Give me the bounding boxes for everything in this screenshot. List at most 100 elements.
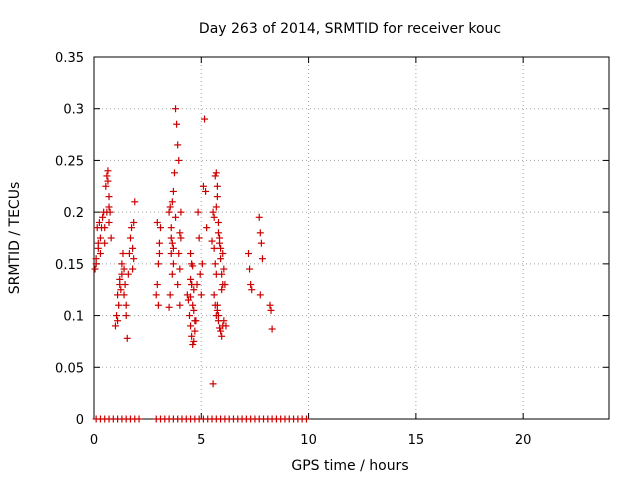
data-point: [94, 244, 102, 252]
data-point: [256, 229, 264, 237]
data-point: [214, 312, 222, 320]
data-point: [210, 244, 218, 252]
data-point: [168, 198, 176, 206]
data-point: [111, 322, 119, 330]
data-point: [124, 270, 132, 278]
x-tick-label: 20: [515, 433, 532, 448]
data-point: [185, 312, 193, 320]
data-point: [104, 177, 112, 185]
data-point: [154, 260, 162, 268]
plot-frame: [93, 56, 610, 420]
y-tick-label: 0.15: [55, 258, 84, 273]
data-point: [209, 380, 217, 388]
data-point: [211, 172, 219, 180]
data-point: [103, 208, 111, 216]
data-point: [103, 172, 111, 180]
data-point: [189, 262, 197, 270]
data-point: [114, 291, 122, 299]
data-point: [115, 301, 123, 309]
x-tick-label: 5: [197, 433, 205, 448]
data-point: [188, 332, 196, 340]
chart-title: Day 263 of 2014, SRMTID for receiver kou…: [199, 21, 501, 37]
data-point: [105, 218, 113, 226]
data-point: [96, 250, 104, 258]
data-point: [214, 229, 222, 237]
y-tick-label: 0.25: [55, 154, 84, 169]
data-point: [194, 208, 202, 216]
data-point: [114, 317, 122, 325]
data-point: [302, 415, 310, 423]
data-point: [157, 224, 165, 232]
data-point: [218, 286, 226, 294]
data-point: [153, 281, 161, 289]
data-point: [172, 213, 180, 221]
data-point: [256, 291, 264, 299]
data-point: [129, 244, 137, 252]
y-tick-label: 0: [76, 413, 84, 428]
data-point: [245, 250, 252, 258]
data-point: [213, 182, 221, 190]
data-point: [190, 286, 198, 294]
data-point: [120, 291, 128, 299]
data-point: [177, 234, 185, 242]
data-point: [165, 208, 173, 216]
data-point: [220, 317, 228, 325]
data-point: [117, 286, 125, 294]
data-point: [187, 293, 195, 301]
data-point: [203, 224, 211, 232]
data-point: [218, 332, 226, 340]
data-point: [246, 265, 254, 273]
data-point: [188, 281, 196, 289]
data-point: [210, 291, 218, 299]
data-point: [122, 312, 130, 320]
data-point: [168, 270, 176, 278]
data-point: [189, 341, 197, 349]
data-point: [169, 187, 177, 195]
data-point: [167, 250, 175, 258]
x-tick-label: 15: [408, 433, 425, 448]
data-point: [95, 218, 103, 226]
data-point: [190, 306, 198, 314]
data-point: [173, 120, 181, 128]
data-point: [195, 234, 203, 242]
data-point: [177, 208, 185, 216]
data-point: [217, 327, 225, 335]
data-point: [118, 270, 126, 278]
data-point: [258, 255, 266, 263]
y-tick-label: 0.3: [63, 103, 84, 118]
data-point: [174, 281, 182, 289]
data-point: [126, 234, 134, 242]
data-point: [105, 203, 113, 211]
data-point: [101, 224, 109, 232]
data-point: [167, 234, 175, 242]
data-point: [120, 265, 128, 273]
y-tick-label: 0.05: [55, 361, 84, 376]
data-point: [198, 260, 206, 268]
data-point: [202, 187, 210, 195]
data-point: [169, 260, 177, 268]
data-point: [187, 250, 195, 258]
data-point: [219, 250, 227, 258]
data-point: [92, 255, 100, 263]
data-point: [255, 213, 263, 221]
data-point: [197, 291, 205, 299]
data-point: [170, 169, 178, 177]
data-point: [168, 239, 176, 247]
data-point: [191, 317, 199, 325]
data-point: [102, 182, 110, 190]
data-point: [104, 167, 112, 175]
data-point: [217, 244, 225, 252]
axis-ticks: 0 0.05 0.1 0.15 0.2 0.25 0.3 0.35 0 5 10 15 20: [55, 51, 609, 448]
data-point: [129, 265, 137, 273]
x-tick-label: 10: [300, 433, 317, 448]
data-point: [169, 244, 177, 252]
data-point: [213, 193, 221, 201]
data-point: [191, 327, 199, 335]
data-point: [152, 291, 160, 299]
data-point: [210, 213, 218, 221]
data-point: [174, 141, 182, 149]
data-point: [211, 260, 219, 268]
data-point: [208, 237, 216, 245]
data-point: [123, 334, 131, 342]
